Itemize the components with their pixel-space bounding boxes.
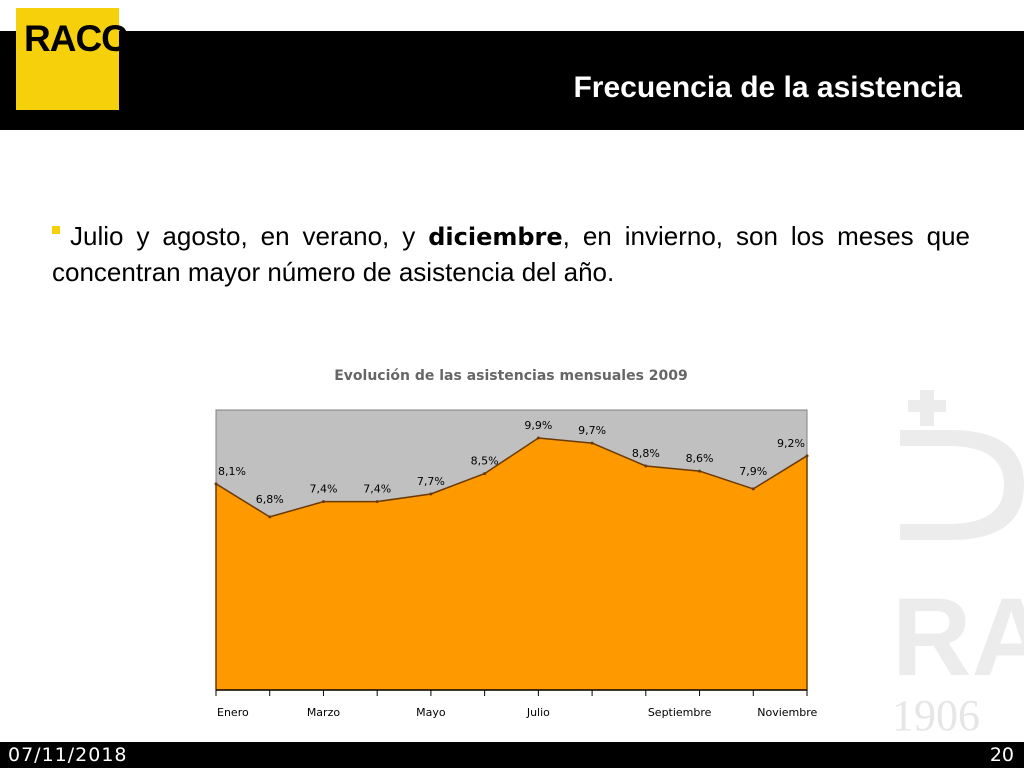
watermark-year: 1906 [892,691,980,740]
footer-date: 07/11/2018 [8,744,128,766]
data-label-7: 9,9% [524,419,552,432]
x-tick-label-2: Marzo [307,706,341,719]
bullet-point: Julio y agosto, en verano, y diciembre, … [52,219,970,290]
data-point-9 [644,464,648,468]
racc-logo: RACC [16,8,128,110]
data-point-1 [214,482,218,486]
bullet-text-before: Julio y agosto, en verano, y [70,221,429,251]
footer-bar [0,742,1024,768]
data-label-4: 7,4% [363,483,391,496]
data-point-10 [698,469,702,473]
data-point-12 [805,454,809,458]
monthly-assistance-chart: Evolución de las asistencias mensuales 2… [214,368,818,719]
racc-watermark: RACC 1906 [892,390,1024,740]
data-point-8 [590,441,594,445]
data-point-7 [536,436,540,440]
bullet-text-after: , en invierno, son los meses que concent… [52,221,970,287]
x-tick-label-1: Enero [217,706,249,719]
watermark-brand: RACC [892,576,1024,699]
data-label-6: 8,5% [471,455,499,468]
watermark-emblem-icon [900,430,1024,540]
bullet-bold-word: diciembre [428,223,563,251]
x-tick-label-3: Mayo [416,706,446,719]
data-point-3 [321,500,325,504]
data-point-5 [429,492,433,496]
data-label-1: 8,1% [218,465,246,478]
header-bar [0,31,1024,130]
data-label-12: 9,2% [777,437,805,450]
slide-title: Frecuencia de la asistencia [573,71,962,104]
x-tick-label-5: Septiembre [648,706,712,719]
x-tick-label-4: Julio [526,706,550,719]
data-label-11: 7,9% [739,465,767,478]
logo-text: RACC [24,18,128,59]
data-label-8: 9,7% [578,424,606,437]
data-point-11 [751,487,755,491]
data-label-5: 7,7% [417,475,445,488]
x-tick-label-6: Noviembre [757,706,817,719]
data-label-3: 7,4% [309,483,337,496]
square-bullet-icon [52,226,60,234]
data-point-6 [483,472,487,476]
chart-title: Evolución de las asistencias mensuales 2… [334,368,688,384]
data-label-10: 8,6% [686,452,714,465]
data-label-9: 8,8% [632,447,660,460]
page-number: 20 [989,744,1014,766]
data-point-4 [375,500,379,504]
data-label-2: 6,8% [256,493,284,506]
data-point-2 [268,515,272,519]
